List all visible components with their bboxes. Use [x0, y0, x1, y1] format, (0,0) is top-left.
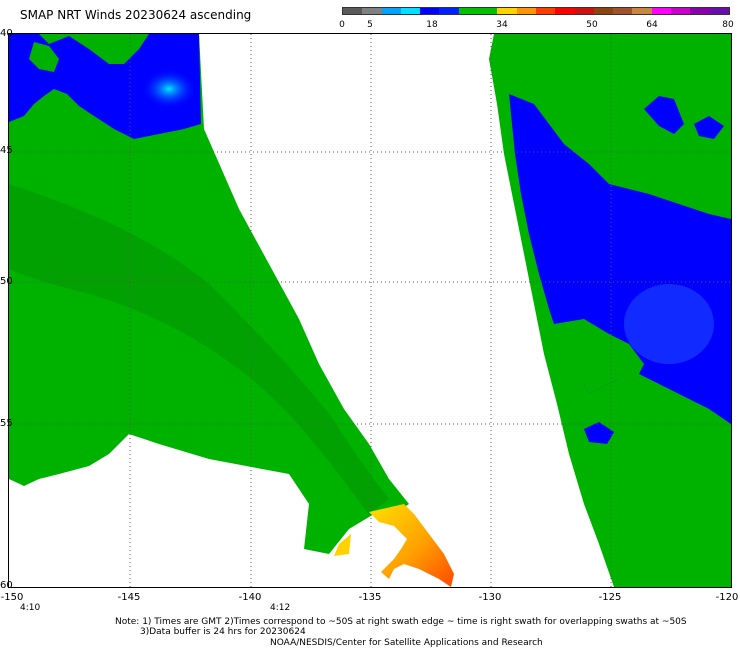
y-tick-2: 45 — [0, 145, 13, 156]
wind-speed-colorbar — [342, 7, 730, 15]
x-tick-145: -145 — [117, 592, 141, 603]
colorbar-segment — [574, 8, 594, 14]
y-tick-bottom: 60 — [0, 580, 13, 591]
high-wind-yellow-small — [334, 534, 351, 556]
wind-map-svg — [9, 34, 731, 587]
right-swath-blue-spot-b — [694, 116, 724, 139]
colorbar-segment — [671, 8, 691, 14]
colorbar-segment — [381, 8, 401, 14]
y-tick-3: 50 — [0, 276, 13, 287]
colorbar-segment — [651, 8, 672, 14]
colorbar-segment — [690, 8, 710, 14]
note-line-1: Note: 1) Times are GMT 2)Times correspon… — [115, 617, 687, 627]
colorbar-segment — [497, 8, 517, 14]
left-swath-dark-band — [9, 184, 389, 514]
grid-lines — [9, 34, 731, 587]
high-wind-yellow-orange — [369, 504, 454, 587]
right-swath-blue-spot-c — [584, 422, 614, 444]
y-tick-4: 55 — [0, 418, 13, 429]
right-swath-blue-spot-a — [644, 96, 684, 134]
colorbar-segment — [343, 8, 363, 14]
x-tick-120: -120 — [715, 592, 739, 603]
x-tick-140: -140 — [238, 592, 262, 603]
colorbar-segment — [400, 8, 421, 14]
colorbar-label: 5 — [367, 20, 373, 30]
colorbar-segment — [709, 8, 729, 14]
y-tick-top: 40 — [0, 28, 13, 39]
colorbar-segment — [478, 8, 498, 14]
colorbar-segment — [439, 8, 459, 14]
colorbar-label: 64 — [646, 20, 658, 30]
map-title: SMAP NRT Winds 20230624 ascending — [20, 8, 252, 22]
note-line-2: 3)Data buffer is 24 hrs for 20230624 — [140, 627, 306, 637]
swath-time-left: 4:10 — [20, 603, 41, 613]
note-line-3: NOAA/NESDIS/Center for Satellite Applica… — [270, 638, 543, 648]
colorbar-segment — [516, 8, 536, 14]
light-blue-spot — [141, 69, 197, 109]
colorbar-label: 50 — [586, 20, 598, 30]
colorbar-label: 0 — [339, 20, 345, 30]
map-plot-area[interactable] — [8, 33, 732, 588]
x-tick-135: -135 — [358, 592, 382, 603]
colorbar-segment — [420, 8, 440, 14]
colorbar-label: 18 — [426, 20, 438, 30]
right-swath-light-blue — [624, 284, 714, 364]
x-tick-150: -150 — [0, 592, 24, 603]
colorbar-label: 80 — [722, 20, 734, 30]
swath-time-center: 4:12 — [270, 603, 291, 613]
x-tick-125: -125 — [598, 592, 622, 603]
colorbar-segment — [458, 8, 479, 14]
colorbar-segment — [613, 8, 633, 14]
left-swath-blue-notch — [29, 42, 59, 72]
x-tick-130: -130 — [478, 592, 502, 603]
colorbar-segment — [362, 8, 382, 14]
colorbar-segment — [535, 8, 556, 14]
colorbar-segment — [632, 8, 652, 14]
colorbar-label: 34 — [496, 20, 508, 30]
colorbar-segment — [555, 8, 575, 14]
right-swath-green-notch — [554, 319, 644, 394]
colorbar-segment — [593, 8, 614, 14]
